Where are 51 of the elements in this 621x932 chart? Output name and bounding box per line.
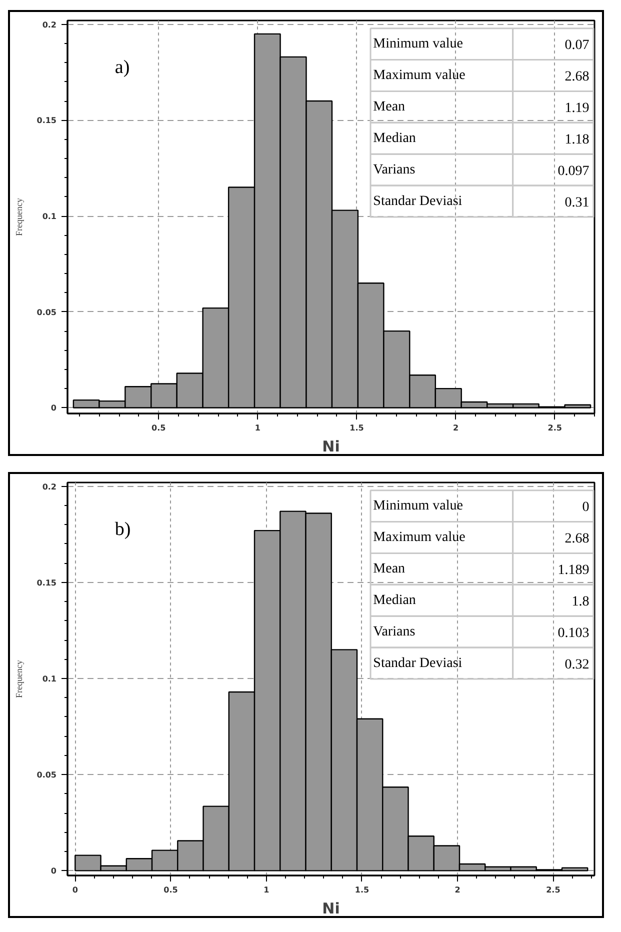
y-tick-label: 0.1 <box>42 212 57 222</box>
annotation: Minimum value <box>373 36 463 52</box>
annotation: 1.18 <box>564 132 590 148</box>
text: a) <box>114 57 130 78</box>
x-tick-label: 1 <box>264 886 270 894</box>
annotation: 2.68 <box>564 532 590 547</box>
x-tick-label: 1 <box>254 424 261 432</box>
text: b) <box>114 519 131 540</box>
x-tick-label: 0.5 <box>152 424 166 432</box>
annotation: 0.07 <box>564 38 590 54</box>
x-tick-label: 2.5 <box>546 886 561 894</box>
x-axis-title: Ni <box>322 900 340 918</box>
y-tick-label: 0.1 <box>42 674 57 684</box>
annotation: Mean <box>373 99 406 114</box>
annotation: 1.19 <box>564 100 590 116</box>
y-axis-title: Frequency <box>14 198 24 236</box>
annotation: 0 <box>582 500 590 516</box>
x-axis-title: Ni <box>322 438 340 456</box>
x-tick-label: 2 <box>453 424 459 432</box>
y-tick-label: 0 <box>50 866 57 876</box>
y-tick-label: 0 <box>50 404 57 413</box>
y-tick-label: 0.05 <box>36 770 57 780</box>
x-tick-label: 1.5 <box>354 886 370 894</box>
y-tick-label: 0.15 <box>36 116 57 126</box>
y-tick-label: 0.2 <box>42 482 56 492</box>
annotation: 0.32 <box>564 657 590 672</box>
y-tick-label: 0.15 <box>36 578 57 588</box>
annotation: Median <box>373 130 416 146</box>
annotation: Minimum value <box>373 498 463 514</box>
annotation: 0.31 <box>564 195 590 210</box>
annotation: Mean <box>373 561 406 576</box>
annotation: 1.8 <box>572 594 590 610</box>
x-tick-label: 1.5 <box>350 424 364 432</box>
annotation: 1.189 <box>558 562 590 578</box>
annotation: Maximum value <box>373 530 466 546</box>
annotation: Standar Deviasi <box>373 656 462 671</box>
y-tick-label: 0.2 <box>42 20 56 30</box>
annotation: 0.097 <box>558 164 590 179</box>
x-tick-label: 0.5 <box>164 886 178 894</box>
annotation: Varians <box>373 624 416 640</box>
x-tick-label: 0 <box>72 886 78 894</box>
x-tick-label: 2 <box>454 886 460 894</box>
annotation: Median <box>373 592 416 608</box>
annotation: 2.68 <box>564 70 590 85</box>
annotation: Standar Deviasi <box>373 194 462 209</box>
annotation: 0.103 <box>558 626 590 641</box>
y-tick-label: 0.05 <box>36 308 57 317</box>
y-axis-title: Frequency <box>14 660 24 698</box>
x-tick-label: 2.5 <box>548 424 562 432</box>
annotation: Maximum value <box>373 68 466 84</box>
annotation: Varians <box>373 162 416 178</box>
